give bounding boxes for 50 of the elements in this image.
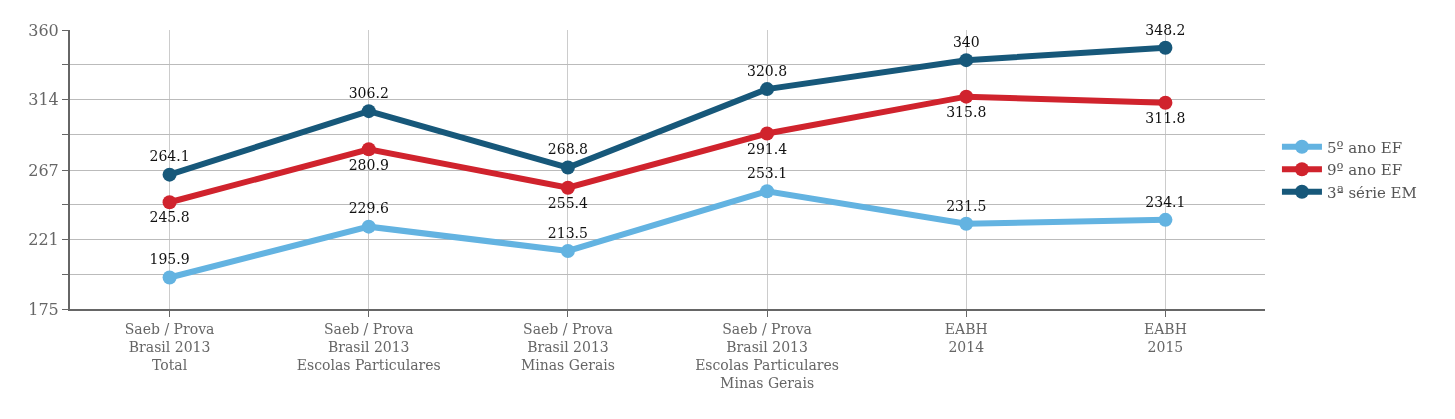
x-tick-label: EABH 2015 [1144, 320, 1187, 355]
y-tick-label: 175 [28, 299, 59, 319]
x-tick-label: Saeb / Prova Brasil 2013 Escolas Particulares [296, 320, 441, 374]
data-label: 315.8 [946, 103, 987, 120]
data-label: 306.2 [348, 84, 389, 101]
point [162, 195, 177, 210]
data-label: 234.1 [1145, 193, 1186, 210]
legend-label: 3ª série EM [1326, 183, 1417, 202]
data-label: 245.8 [149, 209, 190, 226]
point [760, 82, 775, 97]
x-tick-label: Saeb / Prova Brasil 2013 Minas Gerais [520, 320, 615, 374]
data-label: 255.4 [547, 195, 589, 211]
point [560, 160, 575, 175]
data-label: 268.8 [547, 141, 588, 158]
data-label: 229.6 [348, 200, 389, 217]
data-label: 253.1 [747, 164, 788, 181]
legend-label: 9º ano EF [1326, 161, 1403, 180]
point [361, 219, 376, 234]
x-tick-label: Saeb / Prova Brasil 2013 Escolas Particulares Minas Gerais [695, 320, 840, 392]
point [162, 270, 177, 285]
point [959, 89, 974, 104]
data-label: 311.8 [1145, 109, 1186, 126]
point [361, 104, 376, 119]
data-label: 340 [952, 33, 980, 50]
point [560, 243, 575, 258]
data-label: 280.9 [348, 156, 389, 173]
point [959, 53, 974, 68]
y-tick-label: 267 [28, 160, 59, 180]
data-label: 291.4 [747, 140, 788, 157]
legend-label: 5º ano EF [1326, 138, 1403, 157]
data-label: 213.5 [547, 224, 588, 241]
y-tick-label: 314 [28, 89, 59, 109]
point [959, 216, 974, 231]
point [1158, 95, 1173, 110]
point [361, 142, 376, 157]
data-label: 264.1 [149, 148, 190, 165]
point [760, 184, 775, 199]
point [1158, 212, 1173, 227]
y-tick-label: 221 [28, 230, 59, 250]
data-label: 195.9 [149, 251, 190, 268]
data-label: 231.5 [946, 197, 987, 214]
data-label: 348.2 [1145, 21, 1186, 38]
point [760, 126, 775, 141]
point [162, 167, 177, 182]
data-label: 320.8 [747, 62, 788, 79]
x-tick-label: Saeb / Prova Brasil 2013 Total [124, 320, 215, 374]
y-tick-label: 360 [28, 20, 59, 40]
point [560, 180, 575, 195]
x-tick-label: EABH 2014 [944, 320, 988, 355]
point [1158, 40, 1173, 55]
